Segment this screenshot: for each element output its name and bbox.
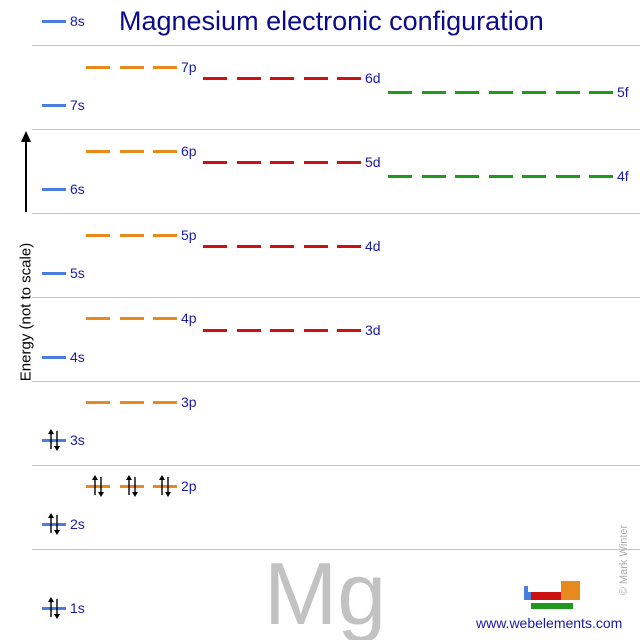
orbital-3d-line — [203, 329, 227, 332]
orbital-4f-line — [421, 175, 446, 178]
orbital-3d-line — [337, 329, 361, 332]
orbital-5p-label: 5p — [181, 227, 197, 243]
orbital-4d-line — [337, 245, 361, 248]
orbital-4p-line — [86, 317, 110, 320]
orbital-4p-line — [119, 317, 144, 320]
orbital-5f-line — [388, 91, 412, 94]
orbital-4f-line — [388, 175, 412, 178]
orbital-6d-line — [337, 77, 361, 80]
orbital-3p-label: 3p — [181, 394, 197, 410]
orbital-4f-line — [455, 175, 479, 178]
shell-divider — [32, 213, 640, 214]
orbital-5f-line — [488, 91, 513, 94]
orbital-5p-line — [86, 234, 110, 237]
orbital-4f-line — [555, 175, 580, 178]
orbital-3s-line — [42, 439, 66, 442]
orbital-5f-line — [522, 91, 546, 94]
orbital-4s-line — [42, 356, 66, 359]
orbital-4f-line — [522, 175, 546, 178]
orbital-6d-label: 6d — [365, 70, 381, 86]
orbital-5f-label: 5f — [617, 84, 629, 100]
orbital-4d-line — [203, 245, 227, 248]
orbital-5f-line — [455, 91, 479, 94]
orbital-3p-line — [119, 401, 144, 404]
orbital-4f-line — [488, 175, 513, 178]
page-title: Magnesium electronic configuration — [119, 6, 544, 36]
orbital-5s-label: 5s — [70, 265, 85, 281]
orbital-1s-line — [42, 607, 66, 610]
shell-divider — [32, 45, 640, 46]
energy-arrow — [25, 140, 27, 212]
orbital-7p-label: 7p — [181, 59, 197, 75]
orbital-6d-line — [236, 77, 261, 80]
orbital-8s-line — [42, 20, 66, 23]
orbital-3d-line — [236, 329, 261, 332]
element-symbol: Mg — [264, 544, 387, 640]
orbital-2p-line — [119, 485, 144, 488]
orbital-6p-line — [86, 150, 110, 153]
energy-arrow-head — [21, 131, 31, 142]
shell-divider — [32, 381, 640, 382]
orbital-5d-line — [203, 161, 227, 164]
periodic-table-icon — [523, 578, 583, 612]
orbital-3s-label: 3s — [70, 432, 85, 448]
orbital-4p-line — [153, 317, 177, 320]
shell-divider — [32, 297, 640, 298]
orbital-4f-label: 4f — [617, 168, 629, 184]
orbital-4d-label: 4d — [365, 238, 381, 254]
orbital-7p-line — [153, 66, 177, 69]
orbital-4d-line — [236, 245, 261, 248]
orbital-5f-line — [555, 91, 580, 94]
orbital-3p-line — [153, 401, 177, 404]
orbital-6p-line — [119, 150, 144, 153]
orbital-2p-label: 2p — [181, 478, 197, 494]
orbital-5s-line — [42, 272, 66, 275]
orbital-4d-line — [270, 245, 294, 248]
orbital-3d-line — [270, 329, 294, 332]
orbital-1s-label: 1s — [70, 600, 85, 616]
orbital-5f-line — [589, 91, 613, 94]
orbital-6d-line — [270, 77, 294, 80]
orbital-7s-line — [42, 104, 66, 107]
orbital-6s-label: 6s — [70, 181, 85, 197]
orbital-6d-line — [203, 77, 227, 80]
orbital-4f-line — [589, 175, 613, 178]
shell-divider — [32, 465, 640, 466]
orbital-2p-line — [153, 485, 177, 488]
orbital-5d-line — [337, 161, 361, 164]
orbital-4p-label: 4p — [181, 310, 197, 326]
orbital-6d-line — [303, 77, 328, 80]
orbital-5d-line — [270, 161, 294, 164]
copyright-text: © Mark Winter — [618, 524, 630, 596]
orbital-7p-line — [86, 66, 110, 69]
orbital-5d-label: 5d — [365, 154, 381, 170]
orbital-5p-line — [153, 234, 177, 237]
orbital-5p-line — [119, 234, 144, 237]
orbital-3d-label: 3d — [365, 322, 381, 338]
orbital-6p-label: 6p — [181, 143, 197, 159]
orbital-8s-label: 8s — [70, 13, 85, 29]
orbital-2s-label: 2s — [70, 516, 85, 532]
orbital-4s-label: 4s — [70, 349, 85, 365]
orbital-6p-line — [153, 150, 177, 153]
orbital-2s-line — [42, 523, 66, 526]
shell-divider — [32, 549, 640, 550]
orbital-7p-line — [119, 66, 144, 69]
orbital-4d-line — [303, 245, 328, 248]
orbital-3p-line — [86, 401, 110, 404]
shell-divider — [32, 129, 640, 130]
orbital-6s-line — [42, 188, 66, 191]
orbital-2p-line — [86, 485, 110, 488]
orbital-3d-line — [303, 329, 328, 332]
website-link[interactable]: www.webelements.com — [476, 615, 623, 631]
orbital-5f-line — [421, 91, 446, 94]
orbital-7s-label: 7s — [70, 97, 85, 113]
energy-axis-label-text: Energy (not to scale) — [17, 242, 35, 382]
orbital-5d-line — [303, 161, 328, 164]
orbital-5d-line — [236, 161, 261, 164]
